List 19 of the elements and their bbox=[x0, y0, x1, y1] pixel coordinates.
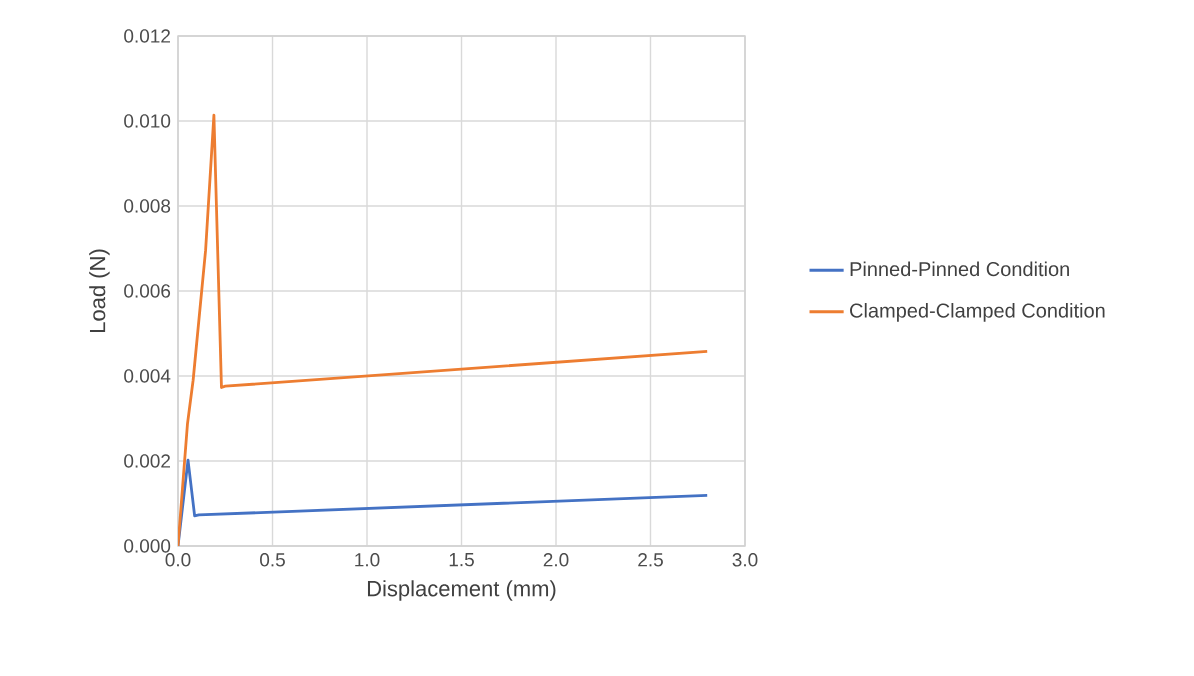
legend-label: Clamped-Clamped Condition bbox=[850, 303, 1105, 322]
y-tick-label: 0.004 bbox=[124, 369, 171, 383]
y-tick-label: 0.010 bbox=[124, 114, 171, 128]
x-axis-title: Displacement (mm) bbox=[367, 580, 556, 601]
x-tick-label: 1.5 bbox=[449, 553, 474, 567]
y-tick-label: 0.008 bbox=[124, 199, 171, 213]
x-tick-label: 0.5 bbox=[260, 553, 285, 567]
x-tick-label: 3.0 bbox=[732, 553, 758, 567]
y-tick-label: 0.012 bbox=[124, 29, 170, 43]
x-tick-label: 2.0 bbox=[543, 553, 569, 567]
y-tick-label: 0.000 bbox=[124, 539, 171, 553]
x-tick-label: 0.0 bbox=[165, 553, 191, 567]
legend-label: Pinned-Pinned Condition bbox=[850, 261, 1069, 277]
line-series bbox=[178, 113, 709, 546]
x-tick-label: 1.0 bbox=[355, 553, 380, 567]
y-axis-title: Load (N) bbox=[89, 249, 110, 332]
y-tick-label: 0.006 bbox=[124, 284, 171, 298]
x-tick-label: 2.5 bbox=[638, 553, 663, 567]
y-tick-label: 0.002 bbox=[124, 454, 170, 468]
